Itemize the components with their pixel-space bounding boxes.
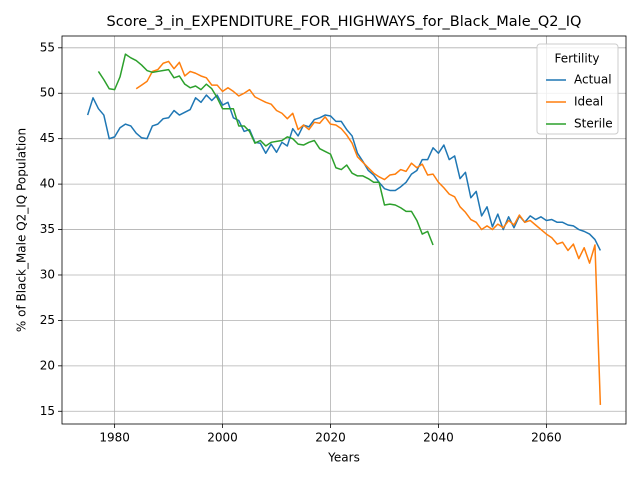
x-tick-label: 2040 (423, 431, 454, 445)
data-line (86, 94, 602, 251)
lines (86, 53, 602, 405)
legend-label: Actual (574, 73, 612, 87)
legend-title: Fertility (554, 52, 599, 66)
data-line (97, 53, 434, 246)
x-tick-label: 2020 (315, 431, 346, 445)
legend: Fertility Actual Ideal Sterile (536, 43, 619, 135)
y-tick-label: 50 (40, 86, 55, 100)
plot-frame (61, 35, 627, 425)
y-tick-label: 45 (40, 131, 55, 145)
x-tick-label: 2060 (531, 431, 562, 445)
y-tick-label: 20 (40, 358, 55, 372)
legend-label: Ideal (574, 95, 603, 109)
y-tick-label: 35 (40, 222, 55, 236)
grid (62, 36, 626, 424)
y-axis-label: % of Black_Male Q2_IQ Population (15, 128, 29, 332)
x-axis-label: Years (327, 451, 360, 465)
x-tick-label: 1980 (99, 431, 130, 445)
y-tick-label: 25 (40, 313, 55, 327)
axes: 1980 2000 2020 2040 2060 15 20 25 30 35 40 45 50 55 (40, 40, 562, 444)
y-tick-label: 40 (40, 177, 55, 191)
y-tick-label: 55 (40, 40, 55, 54)
y-tick-label: 15 (40, 404, 55, 418)
x-tick-label: 2000 (207, 431, 238, 445)
y-tick-label: 30 (40, 267, 55, 281)
legend-label: Sterile (574, 117, 613, 131)
chart-title: Score_3_in_EXPENDITURE_FOR_HIGHWAYS_for_… (107, 14, 582, 30)
data-line (135, 60, 602, 405)
legend-box (536, 43, 619, 135)
